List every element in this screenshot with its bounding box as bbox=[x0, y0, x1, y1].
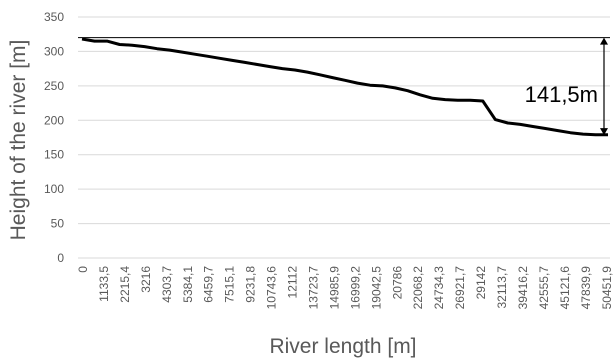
y-tick-label: 100 bbox=[44, 182, 64, 196]
x-tick-label: 45121,6 bbox=[558, 266, 572, 310]
x-tick-label: 0 bbox=[76, 266, 90, 273]
y-tick-label: 250 bbox=[44, 79, 64, 93]
x-tick-label: 4303,7 bbox=[160, 266, 174, 303]
x-tick-label: 39416,2 bbox=[516, 266, 530, 310]
y-tick-labels: 0 50 100 150 200 250 300 350 bbox=[44, 10, 64, 265]
x-tick-label: 2215,4 bbox=[118, 266, 132, 303]
arrowhead-up bbox=[600, 37, 608, 45]
x-tick-label: 16999,2 bbox=[348, 266, 362, 310]
x-tick-label: 20786 bbox=[390, 266, 404, 300]
x-tick-label: 47839,9 bbox=[579, 266, 593, 310]
x-tick-label: 3216 bbox=[139, 266, 153, 293]
y-tick-label: 0 bbox=[57, 251, 64, 265]
x-tick-label: 42555,7 bbox=[537, 266, 551, 310]
x-tick-label: 14985,9 bbox=[327, 266, 341, 310]
x-tick-label: 24734,3 bbox=[432, 266, 446, 310]
x-tick-label: 22068,2 bbox=[411, 266, 425, 310]
x-tick-label: 50451,9 bbox=[600, 266, 614, 310]
y-tick-label: 50 bbox=[51, 217, 65, 231]
annotation: 141,5m bbox=[78, 37, 610, 136]
x-axis-title: River length [m] bbox=[269, 335, 416, 358]
x-tick-label: 5384,1 bbox=[181, 266, 195, 303]
y-tick-label: 300 bbox=[44, 44, 64, 58]
y-axis-title: Height of the river [m] bbox=[7, 40, 30, 241]
annotation-label: 141,5m bbox=[525, 82, 598, 107]
x-tick-label: 13723,7 bbox=[306, 266, 320, 310]
y-tick-label: 350 bbox=[44, 10, 64, 24]
x-tick-label: 6459,7 bbox=[202, 266, 216, 303]
grid-lines bbox=[78, 16, 610, 259]
x-tick-labels: 0 1133,5 2215,4 3216 4303,7 5384,1 6459,7 7515,… bbox=[76, 266, 614, 310]
x-tick-label: 1133,5 bbox=[97, 266, 111, 302]
x-tick-label: 7515,1 bbox=[223, 266, 237, 303]
x-tick-label: 26921,7 bbox=[453, 266, 467, 310]
x-tick-label: 32113,7 bbox=[495, 266, 509, 309]
y-tick-label: 200 bbox=[44, 113, 64, 127]
x-tick-label: 9231,8 bbox=[244, 266, 258, 303]
arrowhead-down bbox=[600, 128, 608, 136]
x-tick-label: 29142 bbox=[474, 266, 488, 300]
y-tick-label: 150 bbox=[44, 148, 64, 162]
x-tick-label: 10743,6 bbox=[265, 266, 279, 310]
series-line bbox=[81, 37, 608, 137]
x-tick-label: 19042,5 bbox=[369, 266, 383, 310]
x-tick-label: 12112 bbox=[286, 266, 300, 299]
